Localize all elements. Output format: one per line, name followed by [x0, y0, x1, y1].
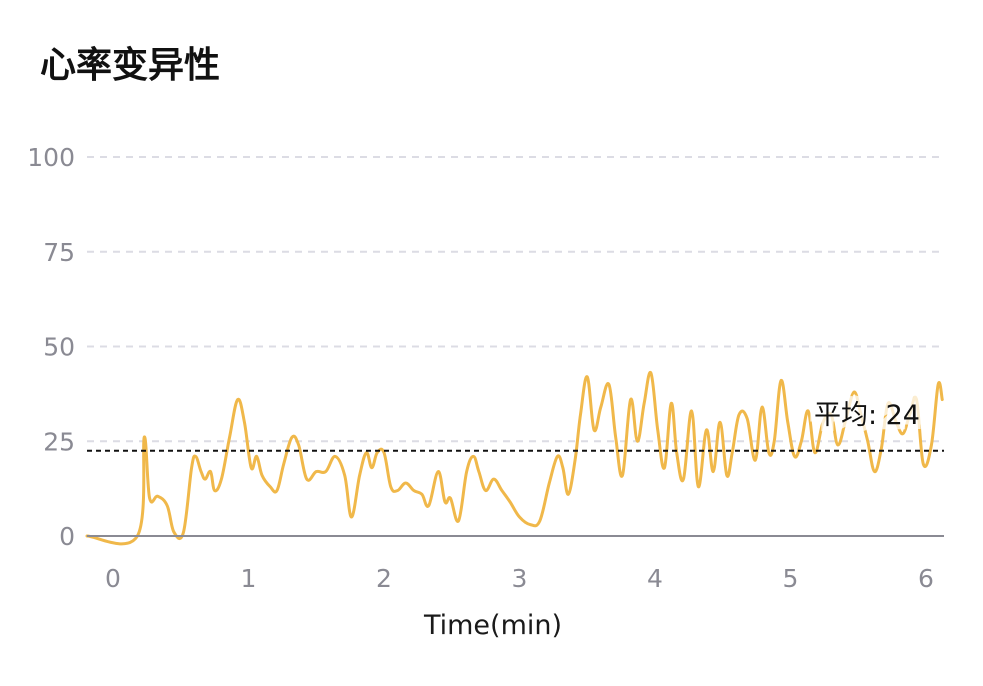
grid-layer	[87, 156, 944, 443]
x-tick-label: 1	[241, 564, 257, 593]
x-tick-label: 6	[918, 564, 934, 593]
x-axis-title: Time(min)	[423, 610, 562, 641]
x-tick-label: 4	[647, 564, 663, 593]
series-layer	[85, 370, 944, 546]
chart-title: 心率变异性	[40, 45, 221, 86]
average-layer: 平均: 24	[87, 395, 944, 452]
axis-layer: 0 25 50 75 100 0 1 2 3 4 5 6 Time(min)	[27, 143, 944, 641]
series-line-0	[85, 370, 944, 546]
x-tick-label: 5	[783, 564, 799, 593]
y-tick-label: 100	[27, 143, 75, 172]
x-tick-label: 3	[512, 564, 528, 593]
x-tick-label: 2	[376, 564, 392, 593]
y-tick-label: 50	[43, 333, 75, 362]
x-tick-label: 0	[105, 564, 121, 593]
y-tick-label: 25	[43, 427, 75, 456]
average-label: 平均: 24	[814, 400, 920, 431]
y-tick-label: 75	[43, 238, 75, 267]
y-tick-label: 0	[59, 522, 75, 551]
